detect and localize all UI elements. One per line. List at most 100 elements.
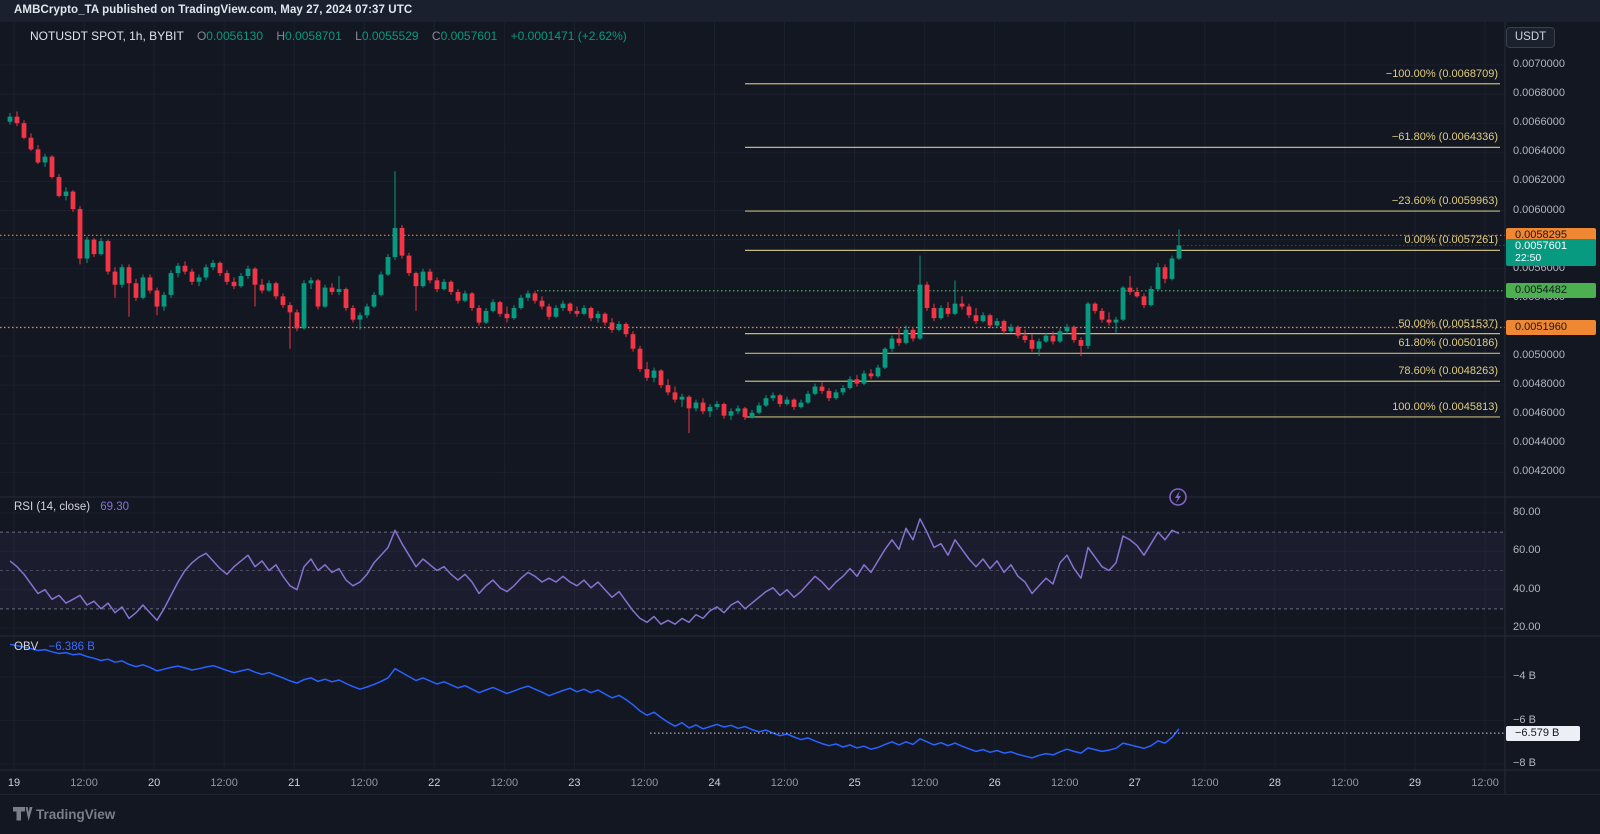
price-tick-label: 0.0070000 — [1513, 58, 1565, 70]
symbol-title[interactable]: NOTUSDT SPOT, 1h, BYBIT — [30, 29, 184, 43]
obv-value: −6.386 B — [48, 641, 95, 653]
candle-body — [420, 271, 426, 287]
candle-body — [1071, 326, 1077, 340]
candle-body — [70, 191, 76, 210]
candle-body — [658, 370, 664, 386]
candle-body — [336, 289, 342, 292]
candle-body — [693, 402, 699, 409]
time-tick-label: 12:00 — [770, 777, 799, 789]
candle-body — [546, 306, 552, 317]
candle-body — [567, 303, 573, 311]
candle-body — [434, 280, 440, 290]
candle-body — [931, 307, 937, 319]
rsi-tick-label: 40.00 — [1513, 582, 1541, 595]
day-tick-label: 27 — [1128, 777, 1141, 789]
day-tick-label: 22 — [428, 777, 441, 789]
candle-body — [518, 297, 524, 308]
candle-body — [812, 386, 818, 394]
candle-body — [273, 283, 279, 297]
candle-body — [1043, 335, 1049, 342]
candle-body — [210, 262, 216, 268]
candle-body — [147, 277, 153, 291]
candle-body — [819, 386, 825, 391]
candle-body — [784, 399, 790, 405]
candle-body — [1008, 326, 1014, 332]
candle-body — [924, 284, 930, 308]
time-tick-label: 12:00 — [1471, 777, 1499, 789]
candle-body — [1127, 287, 1133, 292]
candle-body — [686, 396, 692, 409]
low-label: L — [355, 29, 362, 43]
rsi-tick-label: 20.00 — [1513, 621, 1541, 633]
candle-body — [35, 149, 41, 163]
obv-marker-value: −6.579 B — [1515, 726, 1560, 739]
candle-body — [602, 313, 608, 323]
candle-body — [1057, 331, 1063, 342]
candle-body — [952, 303, 958, 314]
candle-body — [735, 408, 741, 412]
fib-level-label: 0.00% (0.0057261) — [1404, 234, 1498, 247]
rsi-tick-label: 80.00 — [1513, 506, 1541, 518]
candle-body — [294, 312, 300, 329]
day-tick-label: 26 — [988, 777, 1001, 789]
candle-body — [357, 315, 363, 320]
candle-body — [1141, 296, 1147, 306]
day-tick-label: 19 — [7, 777, 21, 789]
candle-body — [1134, 291, 1140, 297]
price-tick-label: 0.0068000 — [1513, 87, 1565, 100]
last-price-badge-value: 0.0057601 — [1515, 240, 1567, 253]
candle-body — [574, 310, 580, 314]
candle-body — [98, 241, 104, 255]
rsi-indicator-legend[interactable]: RSI (14, close) 69.30 — [14, 501, 129, 513]
candle-body — [315, 280, 321, 307]
lightning-bolt-glyph — [1174, 490, 1182, 504]
high-label: H — [276, 29, 286, 43]
currency-toggle-button[interactable]: USDT — [1506, 27, 1555, 48]
candle-body — [140, 277, 146, 298]
ray-lower-badge-value: 0.0051960 — [1515, 320, 1567, 333]
candle-body — [770, 395, 776, 399]
candle-body — [238, 275, 244, 287]
obv-indicator-legend[interactable]: OBV −6.386 B — [14, 641, 95, 653]
candle-body — [28, 137, 34, 150]
candle-body — [798, 402, 804, 407]
candle-body — [406, 255, 412, 274]
tradingview-brand-text[interactable]: TradingView — [36, 807, 116, 822]
candle-body — [938, 307, 944, 319]
candle-body — [1176, 245, 1182, 259]
candle-body — [756, 405, 762, 413]
candle-body — [763, 398, 769, 406]
price-tick-label: 0.0048000 — [1513, 378, 1565, 391]
fib-level-label: −23.60% (0.0059963) — [1391, 195, 1498, 208]
candle-body — [112, 271, 118, 285]
candle-body — [588, 307, 594, 319]
candle-body — [721, 404, 727, 416]
close-label: C — [431, 29, 441, 43]
candle-body — [476, 307, 482, 323]
tradingview-logo-icon[interactable] — [12, 805, 34, 823]
candle-body — [749, 412, 755, 418]
ray-upper-badge: 0.0058295 — [1506, 227, 1596, 243]
candle-body — [119, 267, 125, 285]
candle-body — [742, 408, 748, 418]
attribution-text: AMBCrypto_TA published on TradingView.co… — [14, 4, 413, 16]
day-tick-label: 28 — [1268, 777, 1282, 789]
candle-body — [581, 307, 587, 314]
candle-body — [707, 406, 713, 412]
candle-body — [371, 294, 377, 307]
candle-body — [833, 392, 839, 399]
candle-body — [1092, 303, 1098, 311]
candle-body — [105, 241, 111, 272]
candle-body — [637, 348, 643, 370]
open-value: 0.0056130 — [206, 29, 264, 43]
obv-marker-badge: −6.579 B — [1506, 725, 1580, 741]
candle-body — [980, 315, 986, 322]
candle-body — [1099, 310, 1105, 320]
time-tick-label: 12:00 — [490, 777, 519, 789]
fib-level-label: −100.00% (0.0068709) — [1385, 67, 1498, 80]
candle-body — [854, 379, 860, 384]
fib-level-label: 78.60% (0.0048263) — [1398, 365, 1498, 378]
candle-body — [805, 393, 811, 403]
day-tick-label: 25 — [848, 777, 861, 789]
